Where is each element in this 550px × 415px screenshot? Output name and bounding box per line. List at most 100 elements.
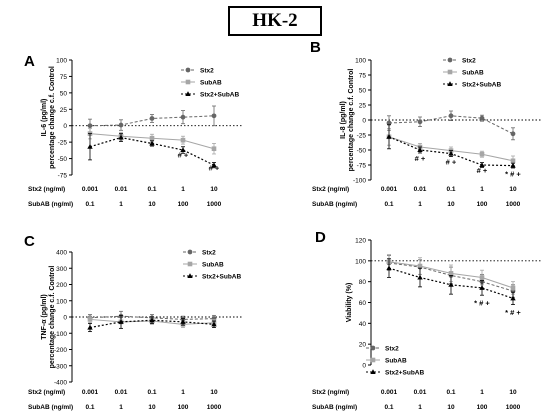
data-point-square xyxy=(211,146,217,152)
data-point-circle xyxy=(149,116,155,121)
data-point-triangle xyxy=(118,134,124,140)
y-tick-label: -50 xyxy=(58,156,68,163)
y-tick-label: 100 xyxy=(355,58,366,65)
x-tick-label-stx2: 0.001 xyxy=(82,186,99,193)
y-tick-label: 200 xyxy=(56,282,67,289)
panel-letter: B xyxy=(310,39,321,56)
x-tick-label-subab: 10 xyxy=(148,404,156,411)
significance-annotation: * # + xyxy=(505,169,521,178)
y-tick-label: 25 xyxy=(359,103,367,110)
x-tick-label-stx2: 1 xyxy=(181,389,185,396)
legend-marker-square xyxy=(187,261,193,267)
legend-marker-circle xyxy=(185,67,191,73)
x-row-label-stx2: Stx2 (ng/ml) xyxy=(312,389,349,396)
x-tick-label-subab: 1 xyxy=(119,201,123,208)
data-point-circle xyxy=(180,114,186,120)
series-line-0 xyxy=(388,262,514,292)
data-point-circle xyxy=(448,113,454,119)
x-row-label-stx2: Stx2 (ng/ml) xyxy=(28,186,65,193)
data-point-circle xyxy=(211,113,217,119)
x-tick-label-stx2: 0.1 xyxy=(147,186,156,193)
y-tick-label: -100 xyxy=(54,331,67,338)
x-tick-label-subab: 0.1 xyxy=(85,201,94,208)
x-tick-label-stx2: 0.001 xyxy=(82,389,99,396)
series-line-2 xyxy=(89,319,215,329)
x-tick-label-subab: 1 xyxy=(418,404,422,411)
x-tick-label-subab: 1 xyxy=(418,201,422,208)
legend-label: Stx2+SubAB xyxy=(462,82,501,89)
x-tick-label-subab: 1000 xyxy=(506,404,521,411)
chart-panel-c: C -400 -300 -200 -100 0 100 200 300 400 TNF-α (pg/… xyxy=(24,233,242,411)
x-tick-label-subab: 1000 xyxy=(207,404,222,411)
data-point-triangle xyxy=(180,147,186,153)
x-tick-label-subab: 100 xyxy=(178,201,189,208)
y-tick-label: 400 xyxy=(56,250,67,257)
x-row-label-subab: SubAB (ng/ml) xyxy=(312,404,357,411)
data-point-square xyxy=(479,151,485,157)
x-tick-label-stx2: 0.01 xyxy=(115,389,128,396)
x-tick-label-subab: 10 xyxy=(447,201,455,208)
x-tick-label-subab: 100 xyxy=(477,404,488,411)
y-tick-label: 0 xyxy=(63,315,67,322)
legend-marker-square xyxy=(447,69,453,75)
y-tick-label: 20 xyxy=(359,342,367,349)
y-tick-label: -25 xyxy=(58,140,68,147)
x-tick-label-subab: 0.1 xyxy=(384,404,393,411)
data-point-triangle xyxy=(417,147,423,152)
data-point-triangle xyxy=(180,319,186,324)
data-point-triangle xyxy=(448,281,454,287)
x-tick-label-stx2: 10 xyxy=(210,389,218,396)
y-tick-label: 75 xyxy=(60,74,68,81)
legend-label: SubAB xyxy=(385,358,407,365)
y-tick-label: -75 xyxy=(357,163,367,170)
y-tick-label: 0 xyxy=(362,118,366,125)
y-tick-label: -25 xyxy=(357,133,367,140)
x-row-label-subab: SubAB (ng/ml) xyxy=(28,201,73,208)
figure-title: HK-2 xyxy=(228,6,322,36)
x-tick-label-stx2: 1 xyxy=(480,186,484,193)
x-tick-label-subab: 0.1 xyxy=(384,201,393,208)
legend-marker-circle xyxy=(187,249,193,255)
data-point-triangle xyxy=(510,162,516,168)
y-tick-label: 0 xyxy=(63,123,67,130)
data-point-square xyxy=(448,271,454,276)
legend-label: Stx2 xyxy=(462,58,476,65)
y-axis-sublabel: percentage change c.f. Control xyxy=(348,69,355,172)
y-tick-label: -400 xyxy=(54,380,67,387)
data-point-triangle xyxy=(479,162,485,167)
y-axis-label: IL-8 (pg/ml) xyxy=(340,101,347,139)
data-point-triangle xyxy=(211,162,217,168)
significance-annotation: # + xyxy=(446,157,457,166)
data-point-square xyxy=(417,263,423,269)
legend-marker-triangle xyxy=(185,91,191,96)
data-point-square xyxy=(479,275,485,280)
series-line-2 xyxy=(89,136,215,166)
legend-label: Stx2+SubAB xyxy=(200,92,239,99)
chart-panel-d: D 0 20 40 60 80 100 120 Viability (%) * # + * # + S… xyxy=(312,229,541,411)
y-tick-label: -200 xyxy=(54,347,67,354)
x-tick-label-subab: 1 xyxy=(119,404,123,411)
panel-letter: D xyxy=(315,229,326,246)
data-point-circle xyxy=(479,115,485,121)
data-point-square xyxy=(180,137,186,143)
data-point-circle xyxy=(386,120,392,126)
data-point-circle xyxy=(118,122,124,128)
data-point-triangle xyxy=(87,143,93,149)
legend-marker-circle xyxy=(447,57,453,63)
chart-panel-a: A -75 -50 -25 0 25 50 75 100 IL-6 (pg/ml) percenta… xyxy=(24,53,242,208)
legend-marker-circle xyxy=(370,345,376,351)
legend-label: Stx2 xyxy=(202,250,216,257)
x-tick-label-stx2: 1 xyxy=(181,186,185,193)
y-tick-label: 100 xyxy=(355,258,366,265)
legend-label: SubAB xyxy=(462,70,484,77)
x-tick-label-subab: 0.1 xyxy=(85,404,94,411)
x-row-label-subab: SubAB (ng/ml) xyxy=(312,201,357,208)
x-tick-label-stx2: 10 xyxy=(210,186,218,193)
x-tick-label-subab: 10 xyxy=(148,201,156,208)
data-point-triangle xyxy=(118,319,124,324)
data-point-square xyxy=(87,317,93,322)
data-point-triangle xyxy=(211,321,217,327)
y-tick-label: -300 xyxy=(54,363,67,370)
